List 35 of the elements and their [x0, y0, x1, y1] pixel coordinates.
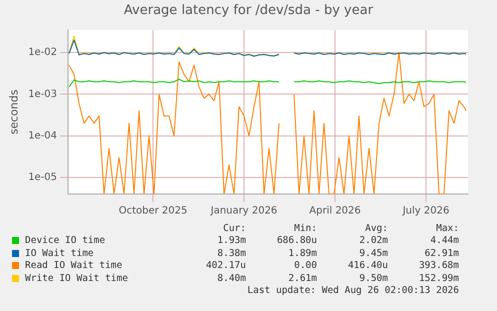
text: 402.17u [204, 260, 246, 272]
text: 8.38m [216, 248, 246, 259]
text: 9.45m [358, 248, 388, 259]
chart-title: Average latency for /dev/sda - by year [122, 3, 374, 18]
legend-label: Write IO Wait time [25, 272, 128, 284]
legend-label: Read IO Wait time [25, 260, 122, 272]
text: 686.80u [276, 235, 317, 246]
text: 152.99m [418, 272, 459, 284]
legend-label: IO Wait time [25, 248, 94, 259]
text: Avg: [364, 222, 388, 234]
text: 2.02m [358, 235, 388, 246]
text: 393.68m [418, 260, 459, 272]
text: 2.61m [287, 272, 317, 284]
x-tick-label: October 2025 [118, 206, 188, 217]
text: Max: [435, 222, 459, 234]
x-tick-label: January 2026 [210, 206, 278, 217]
text: Last update: Wed Aug 26 02:00:13 2026 [246, 284, 459, 297]
text: 416.40u [346, 260, 388, 272]
y-tick-label: 1e-05 [28, 172, 58, 184]
text: Cur: [222, 222, 246, 234]
text: 1.89m [287, 248, 317, 259]
y-tick-label: 1e-03 [28, 88, 58, 100]
y-axis-title: seconds [7, 89, 20, 134]
text: 8.40m [216, 272, 246, 284]
text: 1.93m [216, 235, 246, 246]
x-tick-label: April 2026 [309, 206, 361, 217]
x-tick-label: July 2026 [402, 206, 450, 217]
text: Min: [293, 222, 317, 234]
text: 0.00 [293, 260, 317, 272]
text: 9.50m [358, 272, 388, 284]
y-tick-label: 1e-02 [28, 47, 58, 58]
text: 4.44m [429, 235, 459, 246]
legend-label: Device IO time [25, 235, 106, 246]
text: 62.91m [424, 248, 459, 259]
y-tick-label: 1e-04 [28, 130, 58, 142]
